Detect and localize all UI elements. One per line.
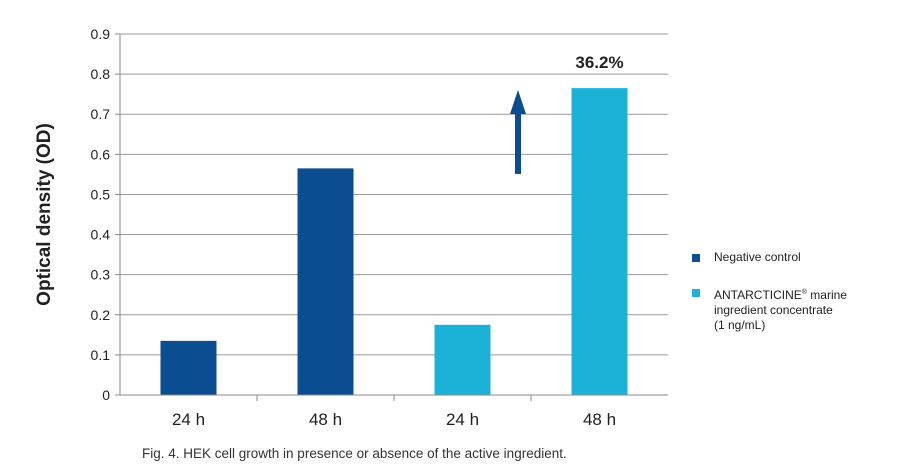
- legend-item-negative-control: Negative control: [692, 250, 892, 265]
- y-tick-label: 0.6: [91, 146, 111, 162]
- legend: Negative control ANTARCTICINE® marine in…: [692, 250, 892, 353]
- x-tick-label: 48 h: [309, 410, 342, 429]
- y-axis-label: Optical density (OD): [34, 123, 55, 306]
- legend-swatch-light-blue: [692, 289, 700, 297]
- y-tick-label: 0.9: [91, 26, 111, 42]
- legend-label: ANTARCTICINE® marine ingredient concentr…: [714, 285, 847, 333]
- annotation: 36.2%: [510, 53, 624, 174]
- x-axis-categories: 24 h 48 h 24 h 48 h: [172, 410, 616, 429]
- bar: [434, 324, 491, 395]
- y-tick-label: 0.3: [91, 267, 111, 283]
- y-tick-label: 0.1: [91, 347, 111, 363]
- grid-lines: [120, 33, 668, 356]
- legend-label-suffix: marine ingredient concentrate (1 ng/mL): [714, 288, 847, 332]
- bar: [297, 168, 354, 395]
- bar: [571, 88, 628, 396]
- y-tick-label: 0: [102, 387, 110, 403]
- y-axis-ticks: 0 0.1 0.2 0.3 0.4 0.5 0.6 0.7 0.8 0.9: [91, 26, 120, 403]
- x-tick-label: 24 h: [172, 410, 205, 429]
- legend-swatch-dark-blue: [692, 254, 700, 262]
- axes: [119, 34, 668, 401]
- bars: [160, 88, 628, 396]
- y-tick-label: 0.2: [91, 307, 111, 323]
- legend-item-antarcticine: ANTARCTICINE® marine ingredient concentr…: [692, 285, 892, 333]
- x-tick-label: 48 h: [583, 410, 616, 429]
- x-tick-label: 24 h: [446, 410, 479, 429]
- y-tick-label: 0.8: [91, 66, 111, 82]
- y-tick-label: 0.4: [91, 227, 111, 243]
- y-tick-label: 0.7: [91, 106, 111, 122]
- y-tick-label: 0.5: [91, 186, 111, 202]
- bar: [160, 340, 217, 395]
- registered-mark: ®: [801, 289, 807, 296]
- legend-label-prefix: ANTARCTICINE: [714, 288, 802, 302]
- up-arrow-head: [510, 90, 526, 114]
- legend-label: Negative control: [714, 250, 801, 264]
- increase-percent-label: 36.2%: [575, 53, 623, 72]
- figure-caption: Fig. 4. HEK cell growth in presence or a…: [142, 446, 567, 461]
